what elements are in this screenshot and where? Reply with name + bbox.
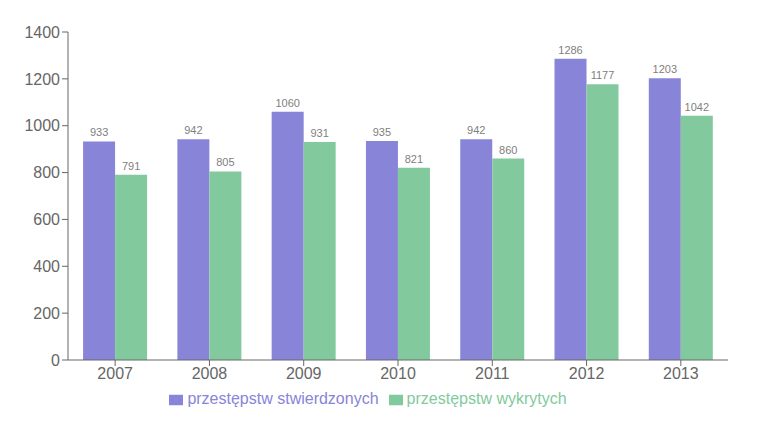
svg-text:931: 931 <box>310 127 328 139</box>
svg-text:2011: 2011 <box>475 365 510 382</box>
svg-text:2010: 2010 <box>380 365 416 382</box>
svg-text:1400: 1400 <box>24 24 60 41</box>
svg-text:1060: 1060 <box>275 97 299 109</box>
svg-text:2012: 2012 <box>569 365 605 382</box>
svg-text:400: 400 <box>33 258 60 275</box>
svg-text:0: 0 <box>51 352 60 369</box>
svg-text:1286: 1286 <box>558 44 582 56</box>
svg-text:860: 860 <box>499 144 517 156</box>
svg-text:2007: 2007 <box>97 365 133 382</box>
svg-text:200: 200 <box>33 305 60 322</box>
svg-text:935: 935 <box>373 126 391 138</box>
html-text:przestępstw stwierdzonych: przestępstw stwierdzonych <box>187 390 379 407</box>
svg-text:942: 942 <box>467 124 485 136</box>
svg-text:1000: 1000 <box>24 117 60 134</box>
svg-text:791: 791 <box>122 160 140 172</box>
svg-text:805: 805 <box>216 156 234 168</box>
svg-text:2008: 2008 <box>192 365 228 382</box>
svg-text:821: 821 <box>405 153 423 165</box>
svg-text:1200: 1200 <box>24 71 60 88</box>
svg-text:2013: 2013 <box>663 365 699 382</box>
svg-text:600: 600 <box>33 211 60 228</box>
svg-text:800: 800 <box>33 164 60 181</box>
svg-text:1177: 1177 <box>591 69 615 81</box>
svg-text:1203: 1203 <box>653 63 677 75</box>
html-text:przestępstw wykrytych: przestępstw wykrytych <box>406 390 567 407</box>
svg-text:942: 942 <box>184 124 202 136</box>
svg-text:1042: 1042 <box>685 101 709 113</box>
svg-text:2009: 2009 <box>286 365 322 382</box>
svg-text:933: 933 <box>90 126 108 138</box>
